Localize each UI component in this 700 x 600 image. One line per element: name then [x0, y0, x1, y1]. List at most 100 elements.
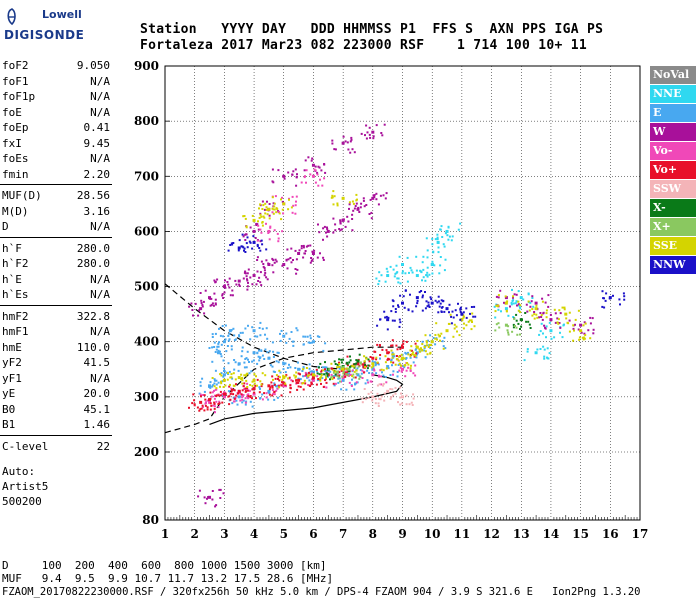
y-tick-label: 900 — [134, 59, 159, 73]
param-key: foEp — [2, 121, 29, 134]
legend-item-sse: SSE — [650, 237, 696, 255]
data-point-nnw — [436, 299, 462, 318]
param-row-yf1: yF1 N/A — [2, 371, 110, 386]
y-tick-label: 400 — [134, 335, 159, 349]
data-point-nnw — [241, 233, 268, 252]
data-point-e — [208, 343, 233, 363]
param-row-d: D N/A — [2, 219, 110, 234]
data-point-nne — [538, 321, 565, 340]
param-value: 1.46 — [83, 418, 111, 431]
data-point-e — [271, 356, 297, 374]
param-row-c-level: C-level 22 — [2, 439, 110, 454]
param-value: N/A — [90, 105, 110, 119]
x-tick-label: 17 — [632, 527, 649, 541]
lowell-digisonde-logo: Lowell DIGISONDE — [2, 6, 112, 46]
data-point-sse — [553, 306, 580, 325]
data-point-vo- — [300, 168, 326, 187]
legend-item-nne: NNE — [650, 85, 696, 103]
param-row-hmf1: hmF1 N/A — [2, 324, 110, 339]
x-tick-label: 8 — [369, 527, 377, 541]
profile-curve-solid — [209, 374, 404, 425]
param-value: N/A — [90, 152, 110, 165]
data-point-e — [227, 355, 254, 375]
param-key: h`Es — [2, 288, 29, 301]
data-point-w — [285, 244, 313, 264]
y-tick-label: 600 — [134, 224, 159, 238]
legend-item-x-: X- — [650, 199, 696, 217]
data-point-w — [331, 135, 356, 154]
data-point-nnw — [421, 294, 446, 314]
data-point-sse — [242, 213, 269, 229]
data-point-vo- — [188, 393, 216, 412]
data-point-sse — [409, 340, 433, 358]
x-tick-label: 1 — [161, 527, 169, 541]
data-point-sse — [527, 300, 548, 320]
profile-curve-dashed — [164, 346, 403, 434]
x-tick-label: 7 — [339, 527, 347, 541]
data-point-nne — [406, 268, 431, 283]
param-value: N/A — [90, 90, 110, 103]
data-point-vo- — [271, 374, 298, 394]
data-point-ssw — [374, 382, 402, 401]
panel-divider — [0, 434, 112, 436]
x-tick-label: 16 — [602, 527, 619, 541]
param-row-h-f2: h`F2 280.0 — [2, 256, 110, 271]
param-row-b0: B0 45.1 — [2, 402, 110, 417]
param-value: 9.050 — [76, 59, 110, 72]
x-tick-label: 15 — [572, 527, 589, 541]
param-key: h`F2 — [2, 257, 29, 270]
param-value: 0.41 — [83, 121, 111, 134]
data-point-sse — [434, 322, 461, 340]
param-key: D — [2, 220, 9, 233]
param-key: h`E — [2, 272, 22, 286]
param-key: yF1 — [2, 371, 22, 385]
autoscale-line3: 500200 — [2, 495, 42, 508]
param-row-foe: foE N/A — [2, 105, 110, 120]
data-point-vo- — [361, 368, 388, 386]
param-key: hmE — [2, 340, 22, 354]
y-tick-label: 800 — [134, 114, 159, 128]
param-row-fxi: fxI 9.45 — [2, 136, 110, 151]
param-value: N/A — [90, 272, 110, 286]
param-row-m-d-: M(D) 3.16 — [2, 204, 110, 219]
data-point-w — [242, 268, 269, 287]
y-tick-label: 80 — [142, 513, 159, 527]
data-point-nnw — [390, 294, 418, 313]
param-row-fof1p: foF1p N/A — [2, 89, 110, 104]
param-value: N/A — [90, 220, 110, 233]
data-point-w — [197, 488, 225, 508]
data-point-sse — [211, 372, 235, 390]
logo-brand-bottom: DIGISONDE — [4, 28, 85, 42]
param-value: 45.1 — [83, 402, 111, 416]
param-row-b1: B1 1.46 — [2, 417, 110, 432]
legend-item-e: E — [650, 104, 696, 122]
param-key: B1 — [2, 418, 16, 431]
data-point-nne — [389, 255, 418, 275]
data-point-nne — [523, 345, 551, 362]
param-key: h`F — [2, 241, 22, 255]
legend-item-nnw: NNW — [650, 256, 696, 274]
legend-item-w: W — [650, 123, 696, 141]
data-point-e — [241, 321, 269, 341]
data-point-vo- — [199, 393, 220, 414]
header-line-2: Fortaleza 2017 Mar23 082 223000 RSF 1 71… — [140, 38, 587, 53]
param-value: N/A — [90, 371, 110, 385]
data-point-e — [241, 346, 267, 364]
data-point-nnw — [601, 290, 626, 309]
data-point-nne — [425, 235, 451, 254]
data-point-w — [256, 256, 284, 274]
data-point-w — [188, 299, 215, 317]
legend-item-vo-: Vo+ — [650, 161, 696, 179]
data-point-w — [300, 244, 325, 264]
data-point-ssw — [361, 388, 386, 407]
param-row-hme: hmE 110.0 — [2, 340, 110, 355]
param-value: 280.0 — [76, 241, 110, 255]
param-key: foF1 — [2, 74, 29, 88]
param-value: 2.20 — [83, 167, 111, 181]
param-value: 22 — [96, 439, 110, 453]
data-point-w — [271, 168, 298, 187]
data-point-sse — [301, 367, 327, 385]
param-key: foF2 — [2, 59, 29, 72]
data-point-nnw — [450, 305, 477, 325]
